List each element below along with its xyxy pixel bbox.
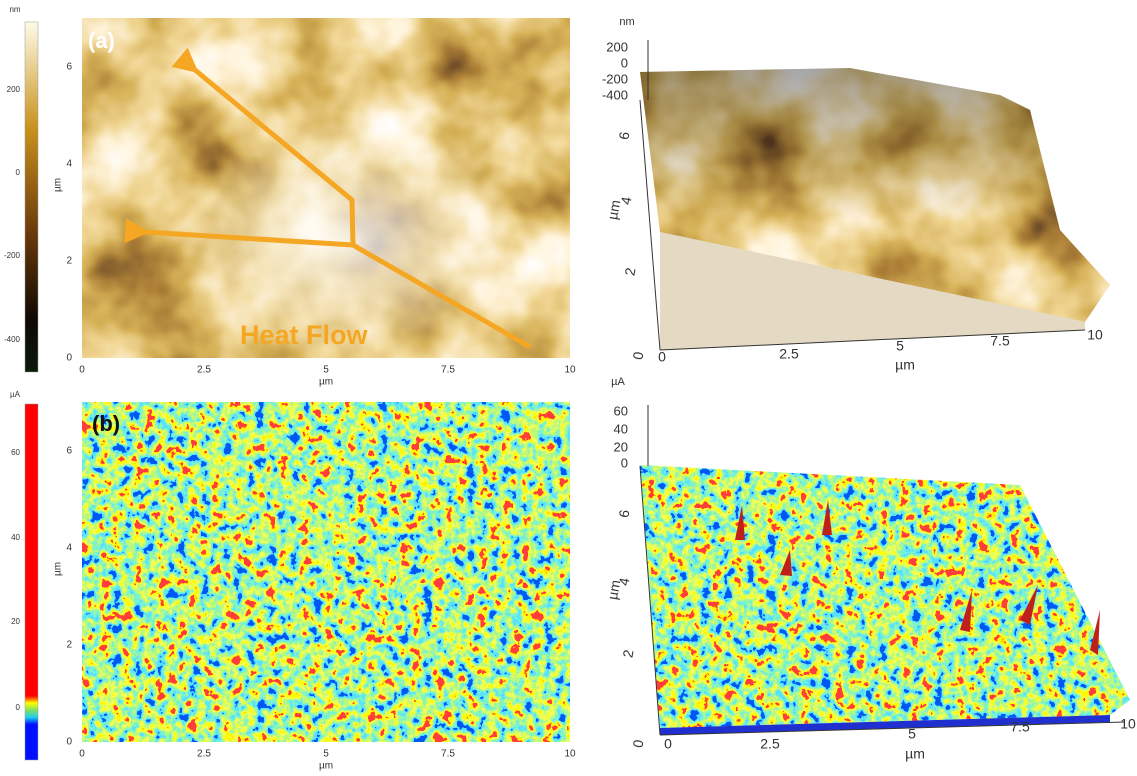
current-image (82, 402, 570, 742)
x-tick-label: 7.5 (441, 749, 455, 760)
y-tick-label: 0 (66, 737, 72, 748)
x-tick-label: 0 (664, 736, 672, 752)
z-tick-label: 40 (614, 421, 628, 436)
x-tick-label: 10 (1087, 327, 1103, 343)
colorbar-tick-label: -200 (4, 251, 21, 260)
colorbar-tick-label: 60 (11, 448, 20, 457)
x-axis-title: µm (895, 357, 915, 373)
x-tick-label: 5 (908, 726, 916, 742)
colorbar-tick-label: 0 (16, 168, 21, 177)
y-tick-label: 0 (66, 353, 72, 364)
colorbar-tick-label: -400 (4, 335, 21, 344)
x-axis-title: µm (905, 746, 925, 762)
z-tick-label: -200 (602, 71, 628, 86)
surface-b (630, 405, 1135, 735)
x-axis-title: µm (319, 761, 333, 771)
colorbar (25, 22, 38, 372)
colorbar-tick-label: 20 (11, 617, 20, 626)
surface-image (630, 455, 1135, 735)
x-tick-label: 7.5 (1010, 719, 1030, 735)
x-tick-label: 2.5 (779, 346, 799, 362)
x-tick-label: 7.5 (990, 333, 1010, 349)
surface-a (630, 40, 1120, 350)
y-axis-title: µm (604, 199, 623, 221)
x-tick-label: 10 (1120, 716, 1136, 732)
x-tick-label: 10 (564, 749, 576, 760)
x-tick-label: 2.5 (197, 365, 211, 376)
y-tick-label: 4 (66, 543, 72, 554)
z-tick-label: 20 (614, 439, 628, 454)
z-axis-title: µA (611, 376, 625, 388)
x-tick-label: 10 (564, 365, 576, 376)
x-tick-label: 0 (658, 349, 666, 365)
map-a (25, 18, 570, 372)
map-b (25, 402, 570, 760)
figure: (a) Heat Flow (b) 02.557.510µm0246µmnm20… (0, 0, 1137, 771)
y-tick-label: 2 (621, 266, 638, 277)
y-tick-label: 4 (66, 159, 72, 170)
x-axis-title: µm (319, 377, 333, 388)
z-tick-label: 0 (621, 55, 628, 70)
z-axis-title: nm (619, 16, 634, 28)
colorbar-unit: nm (9, 5, 20, 14)
panel-label: (b) (92, 411, 120, 436)
y-tick-label: 6 (615, 130, 632, 141)
x-tick-label: 2.5 (197, 749, 211, 760)
y-tick-label: 0 (629, 350, 646, 361)
z-tick-label: 200 (606, 39, 628, 54)
y-tick-label: 2 (619, 648, 636, 659)
x-tick-label: 2.5 (760, 736, 780, 752)
z-tick-label: 0 (621, 455, 628, 470)
colorbar-tick-label: 200 (7, 85, 21, 94)
z-tick-label: -400 (602, 87, 628, 102)
y-tick-label: 2 (66, 640, 72, 651)
z-tick-label: 60 (614, 403, 628, 418)
x-tick-label: 5 (896, 338, 904, 354)
y-axis-title: µm (604, 579, 623, 601)
y-axis-title: µm (53, 562, 64, 576)
colorbar-tick-label: 0 (16, 703, 21, 712)
x-tick-label: 5 (323, 365, 329, 376)
height-highlight (82, 18, 570, 358)
x-tick-label: 0 (79, 749, 85, 760)
y-tick-label: 2 (66, 256, 72, 267)
annotation: Heat Flow (240, 320, 369, 350)
y-tick-label: 6 (66, 446, 72, 457)
x-tick-label: 0 (79, 365, 85, 376)
y-tick-label: 6 (615, 508, 632, 519)
panel-label: (a) (88, 28, 115, 53)
colorbar-unit: µA (10, 390, 21, 399)
x-tick-label: 5 (323, 749, 329, 760)
colorbar (25, 404, 38, 760)
y-tick-label: 0 (629, 738, 646, 749)
x-tick-label: 7.5 (441, 365, 455, 376)
y-axis-title: µm (53, 178, 64, 192)
colorbar-tick-label: 40 (11, 533, 20, 542)
y-tick-label: 6 (66, 62, 72, 73)
